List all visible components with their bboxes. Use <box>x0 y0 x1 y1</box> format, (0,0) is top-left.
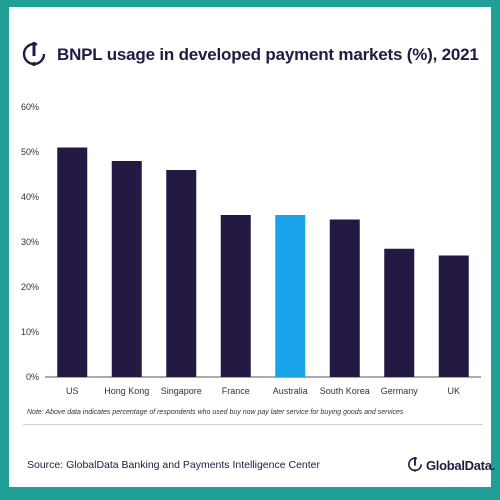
x-tick-label: Australia <box>273 386 308 396</box>
bar-chart: 0% 10% 20% 30% 40% 50% 60% US Hong Kong Singapore… <box>21 102 481 396</box>
x-tick-label: Hong Kong <box>104 386 149 396</box>
x-tick-label: US <box>66 386 79 396</box>
chart-card: BNPL usage in developed payment markets … <box>9 7 495 487</box>
globaldata-logo-icon <box>22 42 46 66</box>
x-tick-label: Germany <box>381 386 419 396</box>
y-tick-label: 30% <box>21 237 39 247</box>
brand: GlobalData. <box>407 455 495 475</box>
brand-name: GlobalData. <box>426 457 495 473</box>
x-tick-label: Singapore <box>161 386 202 396</box>
bar-south-korea <box>329 219 360 377</box>
bar-singapore <box>166 170 197 377</box>
footer-divider <box>23 424 483 425</box>
title-row: BNPL usage in developed payment markets … <box>21 37 479 73</box>
bar-us <box>57 147 88 377</box>
x-tick-label: South Korea <box>320 386 370 396</box>
bar-france <box>220 215 251 377</box>
bar-hong-kong <box>111 161 142 377</box>
source-text: Source: GlobalData Banking and Payments … <box>27 459 321 471</box>
y-tick-label: 60% <box>21 102 39 112</box>
y-tick-label: 20% <box>21 282 39 292</box>
y-tick-label: 50% <box>21 147 39 157</box>
x-tick-label: UK <box>447 386 460 396</box>
x-tick-label: France <box>222 386 250 396</box>
y-tick-label: 40% <box>21 192 39 202</box>
chart-title: BNPL usage in developed payment markets … <box>57 45 479 64</box>
chart-note: Note: Above data indicates percentage of… <box>27 409 404 416</box>
bar-australia <box>275 215 306 377</box>
globaldata-logo-icon <box>408 457 422 472</box>
bar-germany <box>384 248 415 377</box>
y-tick-label: 10% <box>21 327 39 337</box>
bar-uk <box>438 255 469 377</box>
y-tick-label: 0% <box>26 372 39 382</box>
